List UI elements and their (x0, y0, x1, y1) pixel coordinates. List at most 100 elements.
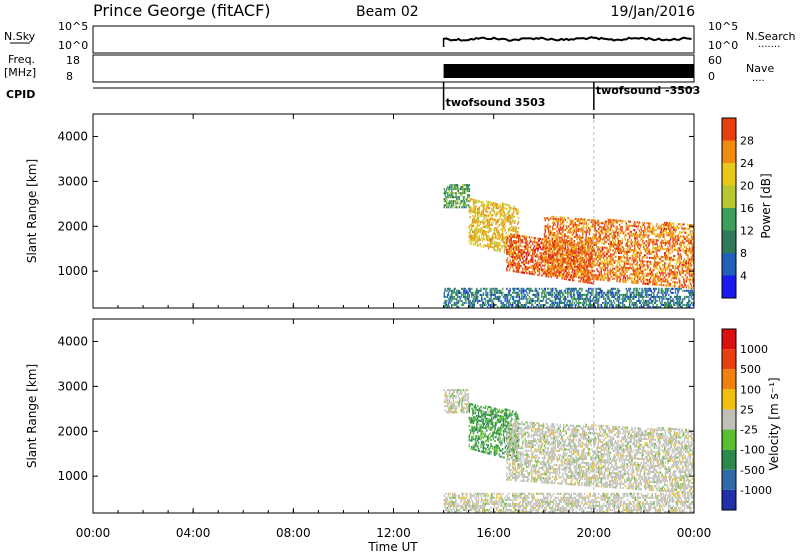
heatmap-cell (577, 270, 579, 273)
heatmap-cell (631, 245, 633, 248)
heatmap-cell (534, 241, 536, 244)
heatmap-cell (575, 254, 577, 257)
heatmap-cell (574, 297, 576, 300)
heatmap-cell (566, 272, 568, 275)
heatmap-cell (448, 299, 450, 302)
heatmap-cell (603, 236, 606, 239)
heatmap-cell (589, 306, 592, 308)
heatmap-cell (571, 267, 573, 269)
heatmap-cell (471, 208, 473, 211)
heatmap-cell (527, 297, 529, 300)
heatmap-cell (664, 287, 667, 290)
heatmap-cell (517, 227, 520, 230)
heatmap-cell (512, 264, 514, 266)
heatmap-cell (633, 281, 636, 284)
heatmap-cell (643, 299, 645, 302)
heatmap-cell (549, 243, 551, 246)
heatmap-cell (526, 272, 528, 275)
heatmap-cell (477, 289, 479, 292)
heatmap-cell (604, 277, 607, 280)
heatmap-cell (606, 261, 608, 264)
heatmap-cell (571, 264, 573, 266)
heatmap-cell (604, 267, 607, 269)
heatmap-cell (576, 226, 578, 228)
heatmap-cell (482, 299, 484, 302)
heatmap-cell (553, 236, 556, 239)
heatmap-cell (601, 293, 603, 296)
heatmap-cell (604, 220, 607, 223)
heatmap-cell (570, 295, 572, 298)
heatmap-cell (617, 306, 619, 308)
heatmap-cell (664, 291, 667, 294)
heatmap-cell (677, 306, 679, 308)
heatmap-cell (586, 253, 588, 256)
heatmap-cell (547, 249, 549, 252)
heatmap-cell (655, 241, 657, 244)
heatmap-cell (571, 306, 573, 308)
heatmap-cell (558, 246, 561, 249)
heatmap-cell (623, 299, 626, 302)
heatmap-cell (549, 260, 551, 262)
heatmap-cell (517, 295, 519, 298)
heatmap-cell (480, 299, 482, 302)
heatmap-cell (573, 223, 576, 226)
heatmap-cell (539, 258, 541, 261)
heatmap-cell (572, 268, 574, 271)
heatmap-cell (515, 246, 517, 249)
heatmap-cell (456, 293, 459, 296)
heatmap-cell (507, 244, 509, 247)
heatmap-cell (573, 254, 575, 256)
heatmap-cell (647, 301, 649, 304)
heatmap-cell (519, 242, 521, 245)
heatmap-cell (475, 237, 477, 240)
heatmap-cell (460, 194, 462, 197)
heatmap-cell (538, 243, 541, 246)
heatmap-cell (529, 258, 531, 261)
heatmap-cell (562, 257, 564, 260)
heatmap-cell (629, 230, 632, 233)
heatmap-cell (562, 267, 565, 270)
heatmap-cell (570, 245, 572, 248)
heatmap-cell (597, 260, 599, 263)
heatmap-cell (556, 238, 558, 241)
heatmap-cell (582, 218, 584, 221)
heatmap-cell (552, 260, 554, 263)
heatmap-cell (591, 267, 593, 270)
heatmap-cell (472, 214, 474, 217)
heatmap-cell (626, 258, 628, 261)
heatmap-cell (555, 293, 557, 296)
heatmap-cell (637, 282, 639, 284)
heatmap-cell (542, 246, 544, 249)
heatmap-cell (679, 297, 682, 300)
heatmap-cell (648, 228, 651, 231)
heatmap-cell (664, 289, 667, 292)
heatmap-cell (526, 239, 528, 242)
heatmap-cell (557, 222, 559, 225)
heatmap-cell (636, 261, 638, 264)
heatmap-cell (491, 218, 493, 220)
heatmap-cell (636, 251, 638, 254)
heatmap-cell (653, 279, 655, 282)
heatmap-cell (443, 306, 445, 308)
heatmap-cell (527, 252, 530, 255)
heatmap-cell (471, 228, 473, 231)
heatmap-cell (551, 295, 553, 298)
heatmap-cell (517, 250, 520, 253)
heatmap-cell (538, 237, 541, 240)
heatmap-cell (456, 184, 459, 187)
heatmap-cell (500, 214, 502, 217)
heatmap-cell (564, 243, 566, 246)
heatmap-cell (557, 242, 560, 245)
heatmap-cell (606, 251, 608, 253)
heatmap-cell (498, 238, 501, 241)
heatmap-cell (489, 241, 491, 244)
heatmap-cell (597, 250, 599, 253)
heatmap-cell (569, 276, 571, 278)
heatmap-cell (534, 299, 536, 302)
heatmap-cell (618, 299, 620, 302)
heatmap-cell (675, 287, 677, 290)
heatmap-cell (449, 200, 451, 203)
heatmap-cell (598, 304, 600, 306)
heatmap-cell (654, 249, 657, 252)
heatmap-cell (454, 297, 456, 300)
